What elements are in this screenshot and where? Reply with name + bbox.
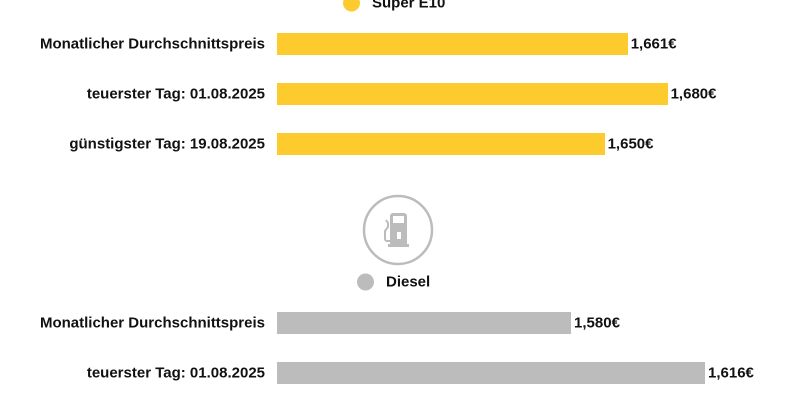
bar [277,362,706,384]
legend-label: Diesel [386,273,431,291]
value-label: 1,616€ [708,364,754,382]
value-label: 1,680€ [670,85,717,103]
category-label: teuerster Tag: 01.08.2025 [86,85,265,103]
bar [277,33,628,55]
bar [277,133,605,155]
category-label: Monatlicher Durchschnittspreis [39,314,265,332]
bar [277,83,668,105]
value-label: 1,661€ [630,35,677,53]
category-label: günstigster Tag: 19.08.2025 [69,135,265,153]
legend-dot-super-e10 [343,0,360,12]
category-label: Monatlicher Durchschnittspreis [39,35,265,53]
bar [277,312,572,334]
value-label: 1,580€ [574,314,620,332]
fuel-pump-icon [362,194,434,271]
value-label: 1,650€ [607,135,654,153]
legend-dot-diesel [357,273,374,291]
legend-label: Super E10 [372,0,446,12]
category-label: teuerster Tag: 01.08.2025 [86,364,265,382]
legend-diesel: Diesel [357,273,431,291]
legend-super-e10: Super E10 [343,0,445,12]
